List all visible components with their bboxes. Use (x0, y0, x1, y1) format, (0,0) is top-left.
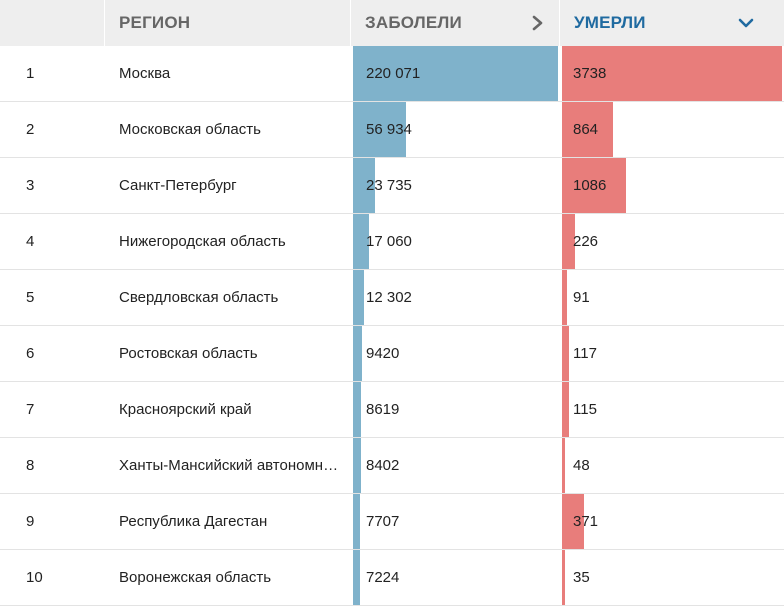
deaths-bar (562, 382, 569, 437)
row-deaths-value: 226 (573, 233, 599, 250)
row-region: Москва (119, 65, 171, 82)
cases-bar (353, 46, 558, 101)
table-row[interactable]: 10 Воронежская область 7224 35 (0, 550, 784, 606)
table-row[interactable]: 6 Ростовская область 9420 117 (0, 326, 784, 382)
row-region: Санкт-Петербург (119, 177, 237, 194)
row-region: Республика Дагестан (119, 513, 268, 530)
header-deaths-sort[interactable]: УМЕРЛИ (560, 0, 784, 46)
row-region: Свердловская область (119, 289, 279, 306)
row-region: Ханты-Мансийский автономный округ — Югра (119, 457, 341, 474)
deaths-bar (562, 102, 613, 157)
header-region: РЕГИОН (105, 0, 350, 46)
header-region-label: РЕГИОН (119, 13, 191, 32)
row-region: Московская область (119, 121, 261, 138)
table-row[interactable]: 9 Республика Дагестан 7707 371 (0, 494, 784, 550)
table-row[interactable]: 1 Москва 220 071 3738 (0, 46, 784, 102)
deaths-bar (562, 214, 575, 269)
deaths-bar (562, 494, 584, 549)
row-cases-value: 8402 (366, 457, 400, 474)
row-deaths-value: 35 (573, 569, 590, 586)
deaths-bar (562, 438, 565, 493)
header-deaths-label: УМЕРЛИ (574, 13, 646, 32)
row-region: Нижегородская область (119, 233, 286, 250)
cases-bar (353, 102, 406, 157)
row-index: 9 (26, 513, 35, 530)
row-index: 10 (26, 569, 43, 586)
row-deaths-value: 3738 (573, 65, 607, 82)
deaths-bar (562, 158, 626, 213)
row-deaths-value: 115 (573, 401, 597, 418)
row-cases-value: 220 071 (366, 65, 421, 82)
table-row[interactable]: 4 Нижегородская область 17 060 226 (0, 214, 784, 270)
chevron-down-icon (738, 18, 754, 28)
row-deaths-value: 1086 (573, 177, 607, 194)
row-index: 5 (26, 289, 35, 306)
cases-bar (353, 214, 369, 269)
row-index: 3 (26, 177, 35, 194)
row-deaths-value: 91 (573, 289, 590, 306)
row-index: 2 (26, 121, 35, 138)
row-deaths-value: 371 (573, 513, 599, 530)
deaths-bar (562, 270, 567, 325)
row-index: 4 (26, 233, 35, 250)
row-cases-value: 9420 (366, 345, 400, 362)
cases-bar (353, 158, 375, 213)
row-cases-value: 7224 (366, 569, 400, 586)
row-region: Воронежская область (119, 569, 272, 586)
row-index: 7 (26, 401, 35, 418)
table-row[interactable]: 2 Московская область 56 934 864 (0, 102, 784, 158)
deaths-bar (562, 46, 782, 101)
row-deaths-value: 117 (573, 345, 597, 362)
cases-bar (353, 270, 364, 325)
row-cases-value: 7707 (366, 513, 400, 530)
table-row[interactable]: 7 Красноярский край 8619 115 (0, 382, 784, 438)
row-cases-value: 56 934 (366, 121, 412, 138)
header-cases-label: ЗАБОЛЕЛИ (365, 13, 462, 32)
cases-bar (353, 382, 361, 437)
row-cases-value: 12 302 (366, 289, 412, 306)
table-row[interactable]: 8 Ханты-Мансийский автономный округ — Югр… (0, 438, 784, 494)
row-index: 8 (26, 457, 35, 474)
deaths-bar (562, 550, 565, 605)
table-row[interactable]: 3 Санкт-Петербург 23 735 1086 (0, 158, 784, 214)
row-deaths-value: 864 (573, 121, 599, 138)
cases-bar (353, 326, 362, 381)
table-row[interactable]: 5 Свердловская область 12 302 91 (0, 270, 784, 326)
row-region: Ростовская область (119, 345, 258, 362)
table-header: РЕГИОН ЗАБОЛЕЛИ УМЕРЛИ (0, 0, 784, 46)
cases-bar (353, 550, 360, 605)
row-index: 1 (26, 65, 35, 82)
row-cases-value: 8619 (366, 401, 400, 418)
row-deaths-value: 48 (573, 457, 590, 474)
row-cases-value: 23 735 (366, 177, 412, 194)
cases-bar (353, 438, 361, 493)
deaths-bar (562, 326, 569, 381)
cases-bar (353, 494, 360, 549)
header-index-cell (0, 0, 104, 46)
row-region: Красноярский край (119, 401, 252, 418)
chevron-right-icon (532, 15, 543, 31)
row-cases-value: 17 060 (366, 233, 412, 250)
header-cases-sort[interactable]: ЗАБОЛЕЛИ (351, 0, 559, 46)
row-index: 6 (26, 345, 35, 362)
